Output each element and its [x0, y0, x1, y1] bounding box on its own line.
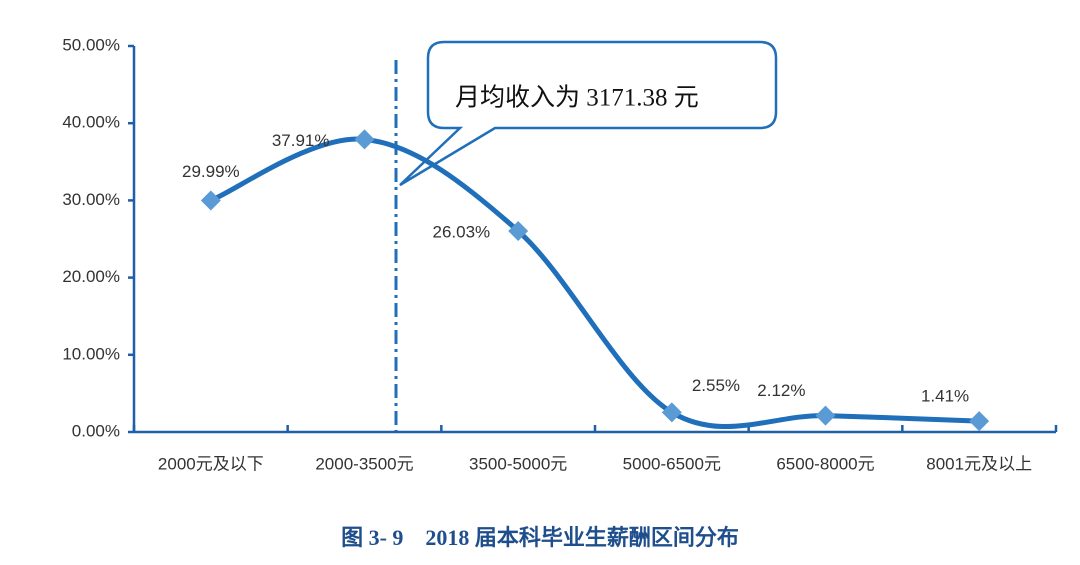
callout-text: 月均收入为 3171.38 元: [455, 84, 699, 112]
data-label: 2.55%: [692, 376, 740, 395]
x-tick-label: 8001元及以上: [926, 454, 1032, 473]
data-label: 37.91%: [272, 131, 330, 150]
x-tick-label: 6500-8000元: [776, 454, 874, 473]
marker: [661, 402, 682, 423]
x-tick-label: 2000元及以下: [158, 454, 264, 473]
y-tick-label: 0.00%: [72, 421, 120, 440]
data-label: 26.03%: [432, 223, 490, 242]
marker: [200, 190, 221, 211]
callout-box: [399, 40, 778, 187]
y-tick-label: 30.00%: [62, 190, 120, 209]
x-tick-label: 5000-6500元: [623, 454, 721, 473]
y-tick-label: 20.00%: [62, 267, 120, 286]
y-tick-label: 50.00%: [62, 35, 120, 54]
line: [209, 136, 980, 430]
y-tick-label: 10.00%: [62, 344, 120, 363]
marker: [969, 411, 990, 432]
x-tick-label: 3500-5000元: [469, 454, 567, 473]
data-label: 1.41%: [921, 387, 969, 406]
marker: [354, 129, 375, 150]
marker: [508, 221, 529, 242]
x-tick-label: 2000-3500元: [315, 454, 413, 473]
data-label: 2.12%: [757, 381, 805, 400]
data-label: 29.99%: [182, 162, 240, 181]
caption: 图 3- 9 2018 届本科毕业生薪酬区间分布: [341, 525, 739, 550]
marker: [815, 405, 836, 426]
y-tick-label: 40.00%: [62, 113, 120, 132]
